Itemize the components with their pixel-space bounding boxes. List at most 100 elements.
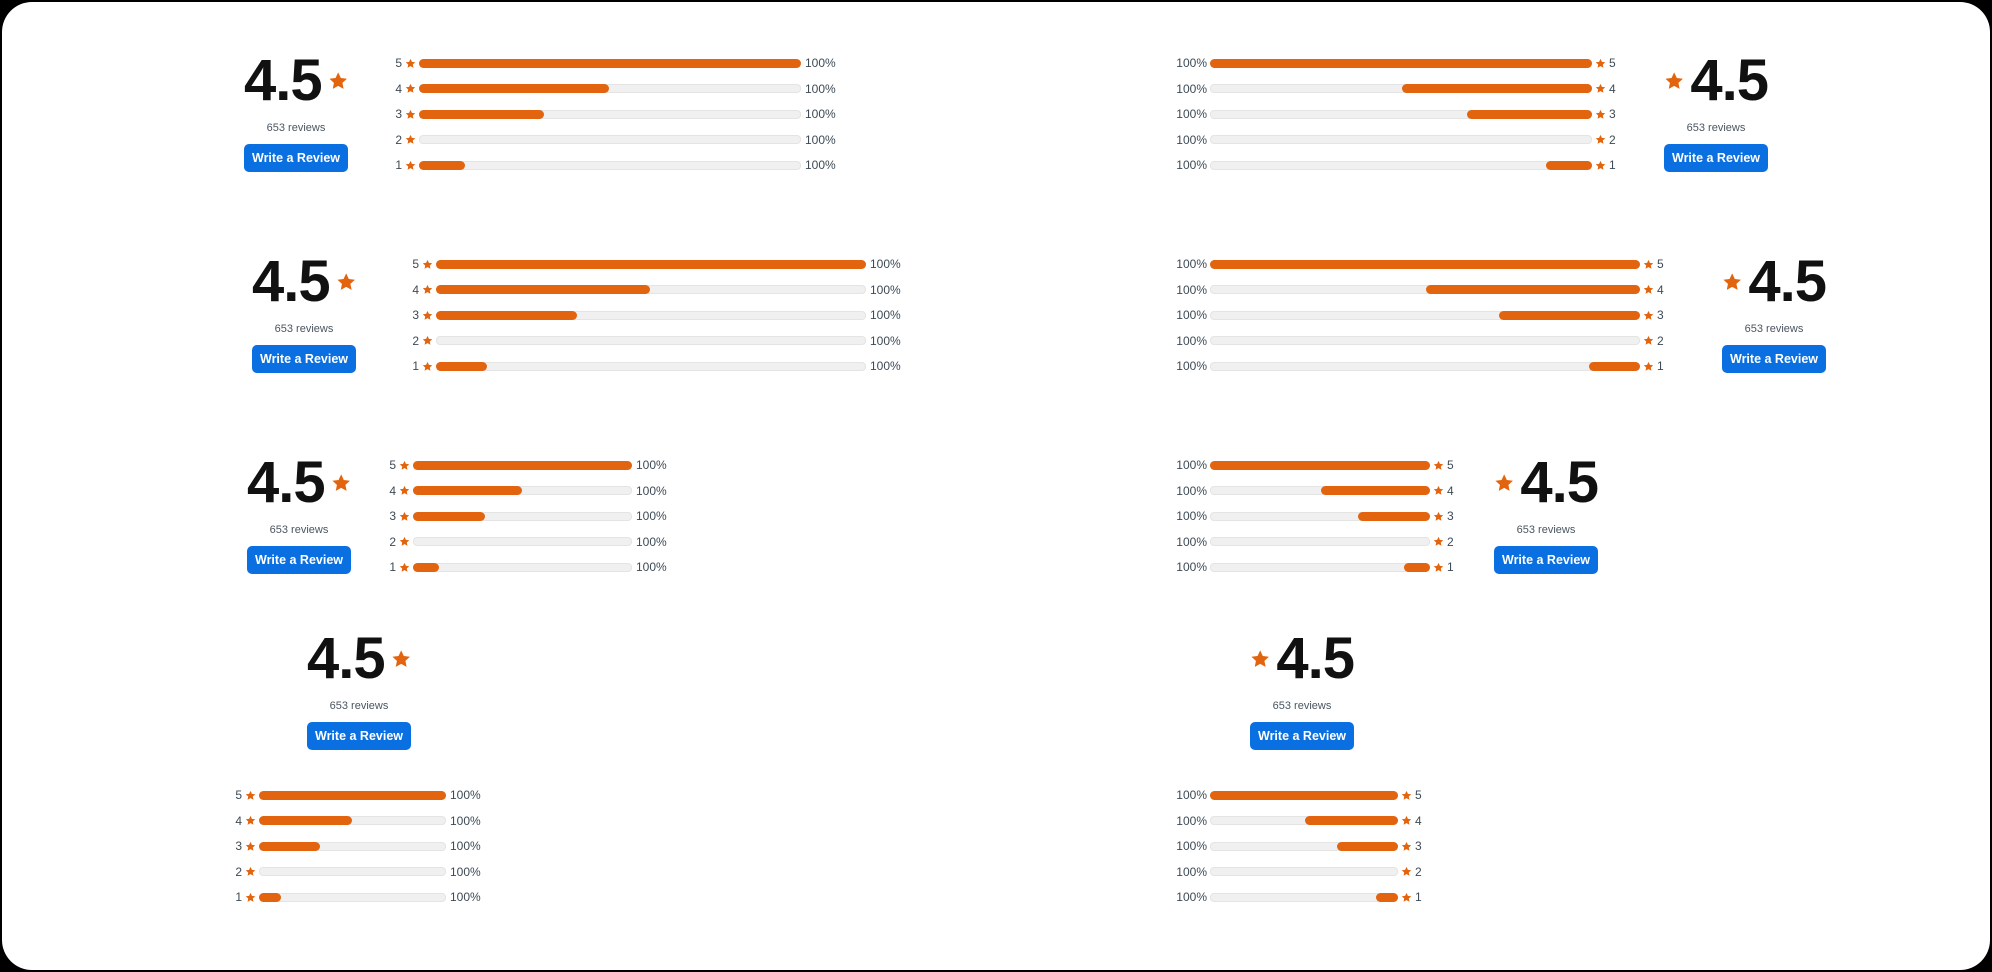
rating-row-5[interactable]: 100% 5 [1175, 457, 1456, 473]
star-icon [405, 160, 416, 170]
rating-row-1[interactable]: 1 100% [233, 889, 482, 905]
rating-bar [419, 160, 801, 170]
star-icon [1433, 485, 1444, 495]
rating-row-2[interactable]: 2 100% [233, 864, 482, 880]
rating-bar-fill [436, 361, 487, 371]
rating-row-5[interactable]: 100% 5 [1175, 256, 1666, 272]
rating-percent: 100% [1176, 839, 1207, 854]
star-icon [1595, 135, 1606, 145]
star-level: 5 [1447, 458, 1454, 472]
rating-row-2[interactable]: 2 100% [393, 132, 837, 148]
average-score: 4.5 [247, 450, 326, 515]
star-level: 1 [1657, 359, 1664, 374]
rating-row-4[interactable]: 100% 4 [1175, 282, 1666, 298]
rating-row-3[interactable]: 100% 3 [1175, 838, 1424, 854]
rating-row-2[interactable]: 100% 2 [1175, 534, 1456, 550]
rating-bar [1210, 109, 1592, 119]
star-level: 3 [412, 308, 419, 323]
write-review-button[interactable]: Write a Review [252, 345, 356, 373]
rating-bar-fill [1210, 259, 1640, 269]
rating-percent: 100% [805, 132, 836, 147]
rating-row-4[interactable]: 4 100% [233, 813, 482, 829]
rating-bar-fill [259, 892, 281, 902]
rating-distribution: 100% 5 100% 4 100% 3 100% 2 100% 1 [1175, 787, 1424, 905]
star-level: 5 [235, 788, 242, 802]
rating-row-1[interactable]: 1 100% [387, 559, 668, 575]
rating-row-1[interactable]: 1 100% [393, 157, 837, 173]
rating-summary: 4.5 653 reviews Write a Review [247, 454, 351, 574]
rating-row-5[interactable]: 5 100% [393, 55, 837, 71]
star-icon [1433, 562, 1444, 572]
rating-row-3[interactable]: 100% 3 [1175, 508, 1456, 524]
star-icon [1643, 284, 1654, 294]
star-level: 3 [1447, 509, 1454, 524]
rating-percent: 100% [870, 333, 901, 348]
rating-row-3[interactable]: 3 100% [387, 508, 668, 524]
rating-row-3[interactable]: 100% 3 [1175, 106, 1618, 122]
write-review-button[interactable]: Write a Review [1250, 722, 1354, 750]
star-level: 4 [1657, 282, 1664, 297]
rating-row-5[interactable]: 100% 5 [1175, 55, 1618, 71]
rating-row-5[interactable]: 5 100% [233, 787, 482, 803]
star-icon [1643, 259, 1654, 269]
write-review-button[interactable]: Write a Review [307, 722, 411, 750]
star-level: 1 [1609, 158, 1616, 173]
star-icon [1401, 790, 1412, 800]
star-icon [245, 790, 256, 800]
rating-percent: 100% [636, 560, 667, 575]
rating-percent: 100% [1176, 257, 1207, 271]
rating-row-4[interactable]: 100% 4 [1175, 483, 1456, 499]
write-review-button[interactable]: Write a Review [1664, 144, 1768, 172]
rating-percent: 100% [1176, 56, 1207, 70]
rating-row-2[interactable]: 2 100% [410, 333, 902, 349]
review-count: 653 reviews [329, 700, 389, 712]
rating-bar [1210, 790, 1398, 800]
star-icon [245, 892, 256, 902]
rating-row-4[interactable]: 4 100% [387, 483, 668, 499]
rating-bar [1210, 259, 1640, 269]
rating-bar [413, 460, 632, 470]
rating-row-5[interactable]: 5 100% [410, 256, 902, 272]
score-row: 4.5 [307, 630, 411, 688]
rating-row-2[interactable]: 100% 2 [1175, 132, 1618, 148]
rating-bar [419, 58, 801, 68]
rating-bar-fill [1404, 562, 1430, 572]
rating-bar-fill [436, 285, 650, 295]
rating-bar-fill [419, 58, 801, 68]
write-review-button[interactable]: Write a Review [247, 546, 351, 574]
rating-row-4[interactable]: 100% 4 [1175, 81, 1618, 97]
rating-bar [1210, 892, 1398, 902]
rating-row-3[interactable]: 3 100% [393, 106, 837, 122]
rating-row-3[interactable]: 3 100% [410, 307, 902, 323]
rating-row-4[interactable]: 4 100% [410, 282, 902, 298]
star-icon [422, 310, 433, 320]
rating-row-4[interactable]: 4 100% [393, 81, 837, 97]
rating-bar [413, 511, 632, 521]
rating-row-2[interactable]: 2 100% [387, 534, 668, 550]
review-count: 653 reviews [1686, 122, 1746, 134]
rating-row-1[interactable]: 100% 1 [1175, 157, 1618, 173]
rating-row-5[interactable]: 5 100% [387, 457, 668, 473]
rating-row-2[interactable]: 100% 2 [1175, 333, 1666, 349]
rating-row-1[interactable]: 100% 1 [1175, 889, 1424, 905]
star-icon [399, 511, 410, 521]
rating-row-1[interactable]: 100% 1 [1175, 559, 1456, 575]
rating-summary: 4.5 653 reviews Write a Review [1664, 52, 1769, 172]
rating-row-3[interactable]: 3 100% [233, 838, 482, 854]
rating-percent: 100% [1176, 813, 1207, 828]
star-icon [1433, 537, 1444, 547]
rating-row-1[interactable]: 100% 1 [1175, 358, 1666, 374]
rating-row-3[interactable]: 100% 3 [1175, 307, 1666, 323]
rating-row-1[interactable]: 1 100% [410, 358, 902, 374]
rating-row-4[interactable]: 100% 4 [1175, 813, 1424, 829]
rating-percent: 100% [1176, 107, 1207, 122]
average-score: 4.5 [252, 249, 331, 314]
write-review-button[interactable]: Write a Review [1722, 345, 1826, 373]
star-icon [1643, 361, 1654, 371]
rating-row-5[interactable]: 100% 5 [1175, 787, 1424, 803]
star-level: 2 [1415, 864, 1422, 879]
star-level: 3 [1415, 839, 1422, 854]
rating-row-2[interactable]: 100% 2 [1175, 864, 1424, 880]
write-review-button[interactable]: Write a Review [1494, 546, 1598, 574]
write-review-button[interactable]: Write a Review [244, 144, 348, 172]
